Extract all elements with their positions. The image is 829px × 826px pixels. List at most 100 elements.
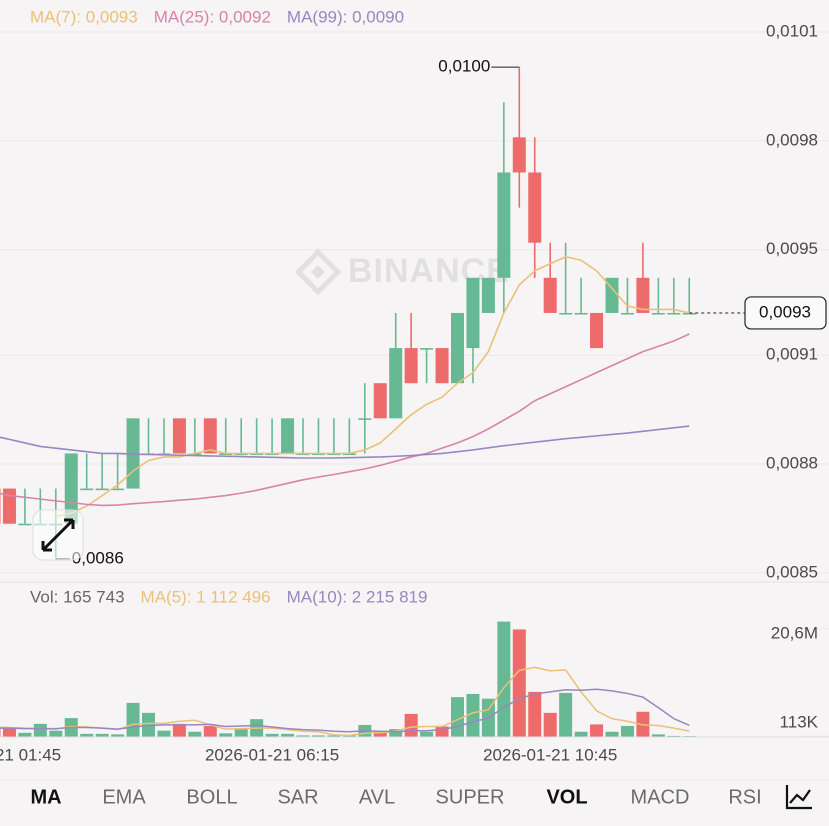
candle-body (64, 453, 78, 524)
indicator-tab[interactable]: MACD (631, 786, 690, 808)
candle-body (543, 277, 557, 313)
last-price-box (744, 296, 827, 330)
volume-bar (373, 731, 387, 737)
volume-bar (281, 733, 295, 737)
indicator-tab[interactable]: SAR (277, 786, 318, 808)
y-tick-label: 0,0088 (766, 453, 818, 472)
legend-entry: MA(7): 0,0093 (30, 7, 138, 26)
y-tick-label: 20,6M (771, 623, 818, 642)
x-tick-label: 2026-01-21 01:45 (0, 745, 61, 764)
candle-body (111, 488, 125, 491)
volume-bar (18, 732, 32, 737)
indicator-tab[interactable]: RSI (728, 786, 761, 808)
volume-bar (543, 712, 557, 737)
candle-body (373, 383, 387, 419)
y-tick-label: 0,0098 (766, 130, 818, 149)
candle-body (358, 418, 372, 420)
volume-bar (327, 735, 341, 737)
volume-bar (126, 702, 140, 737)
volume-bar (605, 731, 619, 737)
x-tick-label: 2026-01-21 10:45 (483, 745, 617, 764)
chart-settings-icon[interactable] (785, 785, 812, 810)
volume-bar (311, 735, 325, 737)
indicator-tab[interactable]: SUPER (436, 786, 505, 808)
volume-bar (95, 733, 109, 737)
volume-bar (466, 693, 480, 737)
legend-entry: MA(10): 2 215 819 (287, 587, 428, 606)
candle-body (281, 418, 295, 454)
volume-bar (651, 734, 665, 737)
candle-body (95, 488, 109, 491)
volume-bar (497, 621, 511, 737)
volume-bar (203, 725, 217, 737)
low-label: 0,0086 (72, 548, 124, 567)
candle-body (389, 348, 403, 419)
volume-bar (172, 723, 186, 737)
volume-bar (188, 731, 202, 737)
volume-bar (404, 713, 418, 737)
candle-body (2, 488, 16, 524)
indicator-tab[interactable]: BOLL (186, 786, 237, 808)
volume-bar (620, 725, 634, 737)
indicator-tabs: MA EMA BOLL SAR AVL SUPER VOL MACD RSI (30, 786, 761, 808)
volume-bar (590, 724, 604, 737)
legend-entry: MA(99): 0,0090 (287, 7, 404, 26)
candle-body (80, 488, 94, 491)
high-label: 0,0100 (438, 57, 490, 76)
indicator-tab[interactable]: VOL (546, 786, 587, 808)
candle-body (497, 172, 511, 278)
indicator-tab[interactable]: AVL (359, 786, 395, 808)
candle-body (667, 312, 681, 315)
volume-bar (420, 731, 434, 737)
volume-bar (574, 731, 588, 737)
candle-body (203, 418, 217, 454)
volume-bar (512, 629, 526, 737)
volume-bar (559, 692, 573, 737)
candle-body (651, 312, 665, 315)
settings-icon[interactable] (785, 785, 812, 810)
y-tick-label: 113K (780, 712, 819, 731)
volume-bar (49, 730, 63, 737)
volume-bar (0, 729, 1, 737)
volume-bar (80, 733, 94, 737)
volume-bar (667, 735, 681, 737)
candle-body (559, 312, 573, 315)
expand-icon (41, 518, 75, 552)
marks-layer: MA(7): 0,0093 MA(25): 0,0092 MA(99): 0,009… (0, 7, 827, 764)
legend-entry: MA(5): 1 112 496 (141, 587, 271, 606)
candle-body (466, 277, 480, 349)
volume-legend: Vol: 165 743 (30, 587, 125, 606)
volume-bar (234, 729, 248, 737)
volume-bar (435, 726, 449, 737)
volume-bar (111, 734, 125, 737)
volume-bar (342, 735, 356, 737)
candle-body (172, 418, 186, 454)
y-tick-label: 0,0091 (766, 345, 818, 364)
volume-bar (528, 691, 542, 737)
volume-bar (33, 723, 47, 737)
watermark-logo (294, 248, 342, 296)
ma-line (55, 255, 690, 518)
volume-bar (2, 728, 16, 737)
volume-bar (265, 733, 279, 737)
candle-body (0, 488, 1, 524)
candle-body (528, 172, 542, 243)
candle-body (18, 523, 32, 526)
fullscreen-button[interactable] (32, 509, 84, 561)
volume-bar (219, 733, 233, 737)
candle-body (435, 348, 449, 384)
candle-body (574, 312, 588, 315)
ma-line (0, 425, 690, 459)
volume-bar (296, 735, 310, 737)
y-tick-label: 0,0101 (766, 21, 818, 40)
candle-body (636, 277, 650, 313)
volume-bar (389, 729, 403, 737)
candle-body (590, 312, 604, 349)
candle-body (404, 348, 418, 384)
indicator-tab[interactable]: EMA (102, 786, 146, 808)
ma-line (0, 333, 690, 507)
indicator-tab[interactable]: MA (30, 786, 61, 808)
y-tick-label: 0,0085 (766, 562, 818, 581)
candle-body (620, 312, 634, 315)
